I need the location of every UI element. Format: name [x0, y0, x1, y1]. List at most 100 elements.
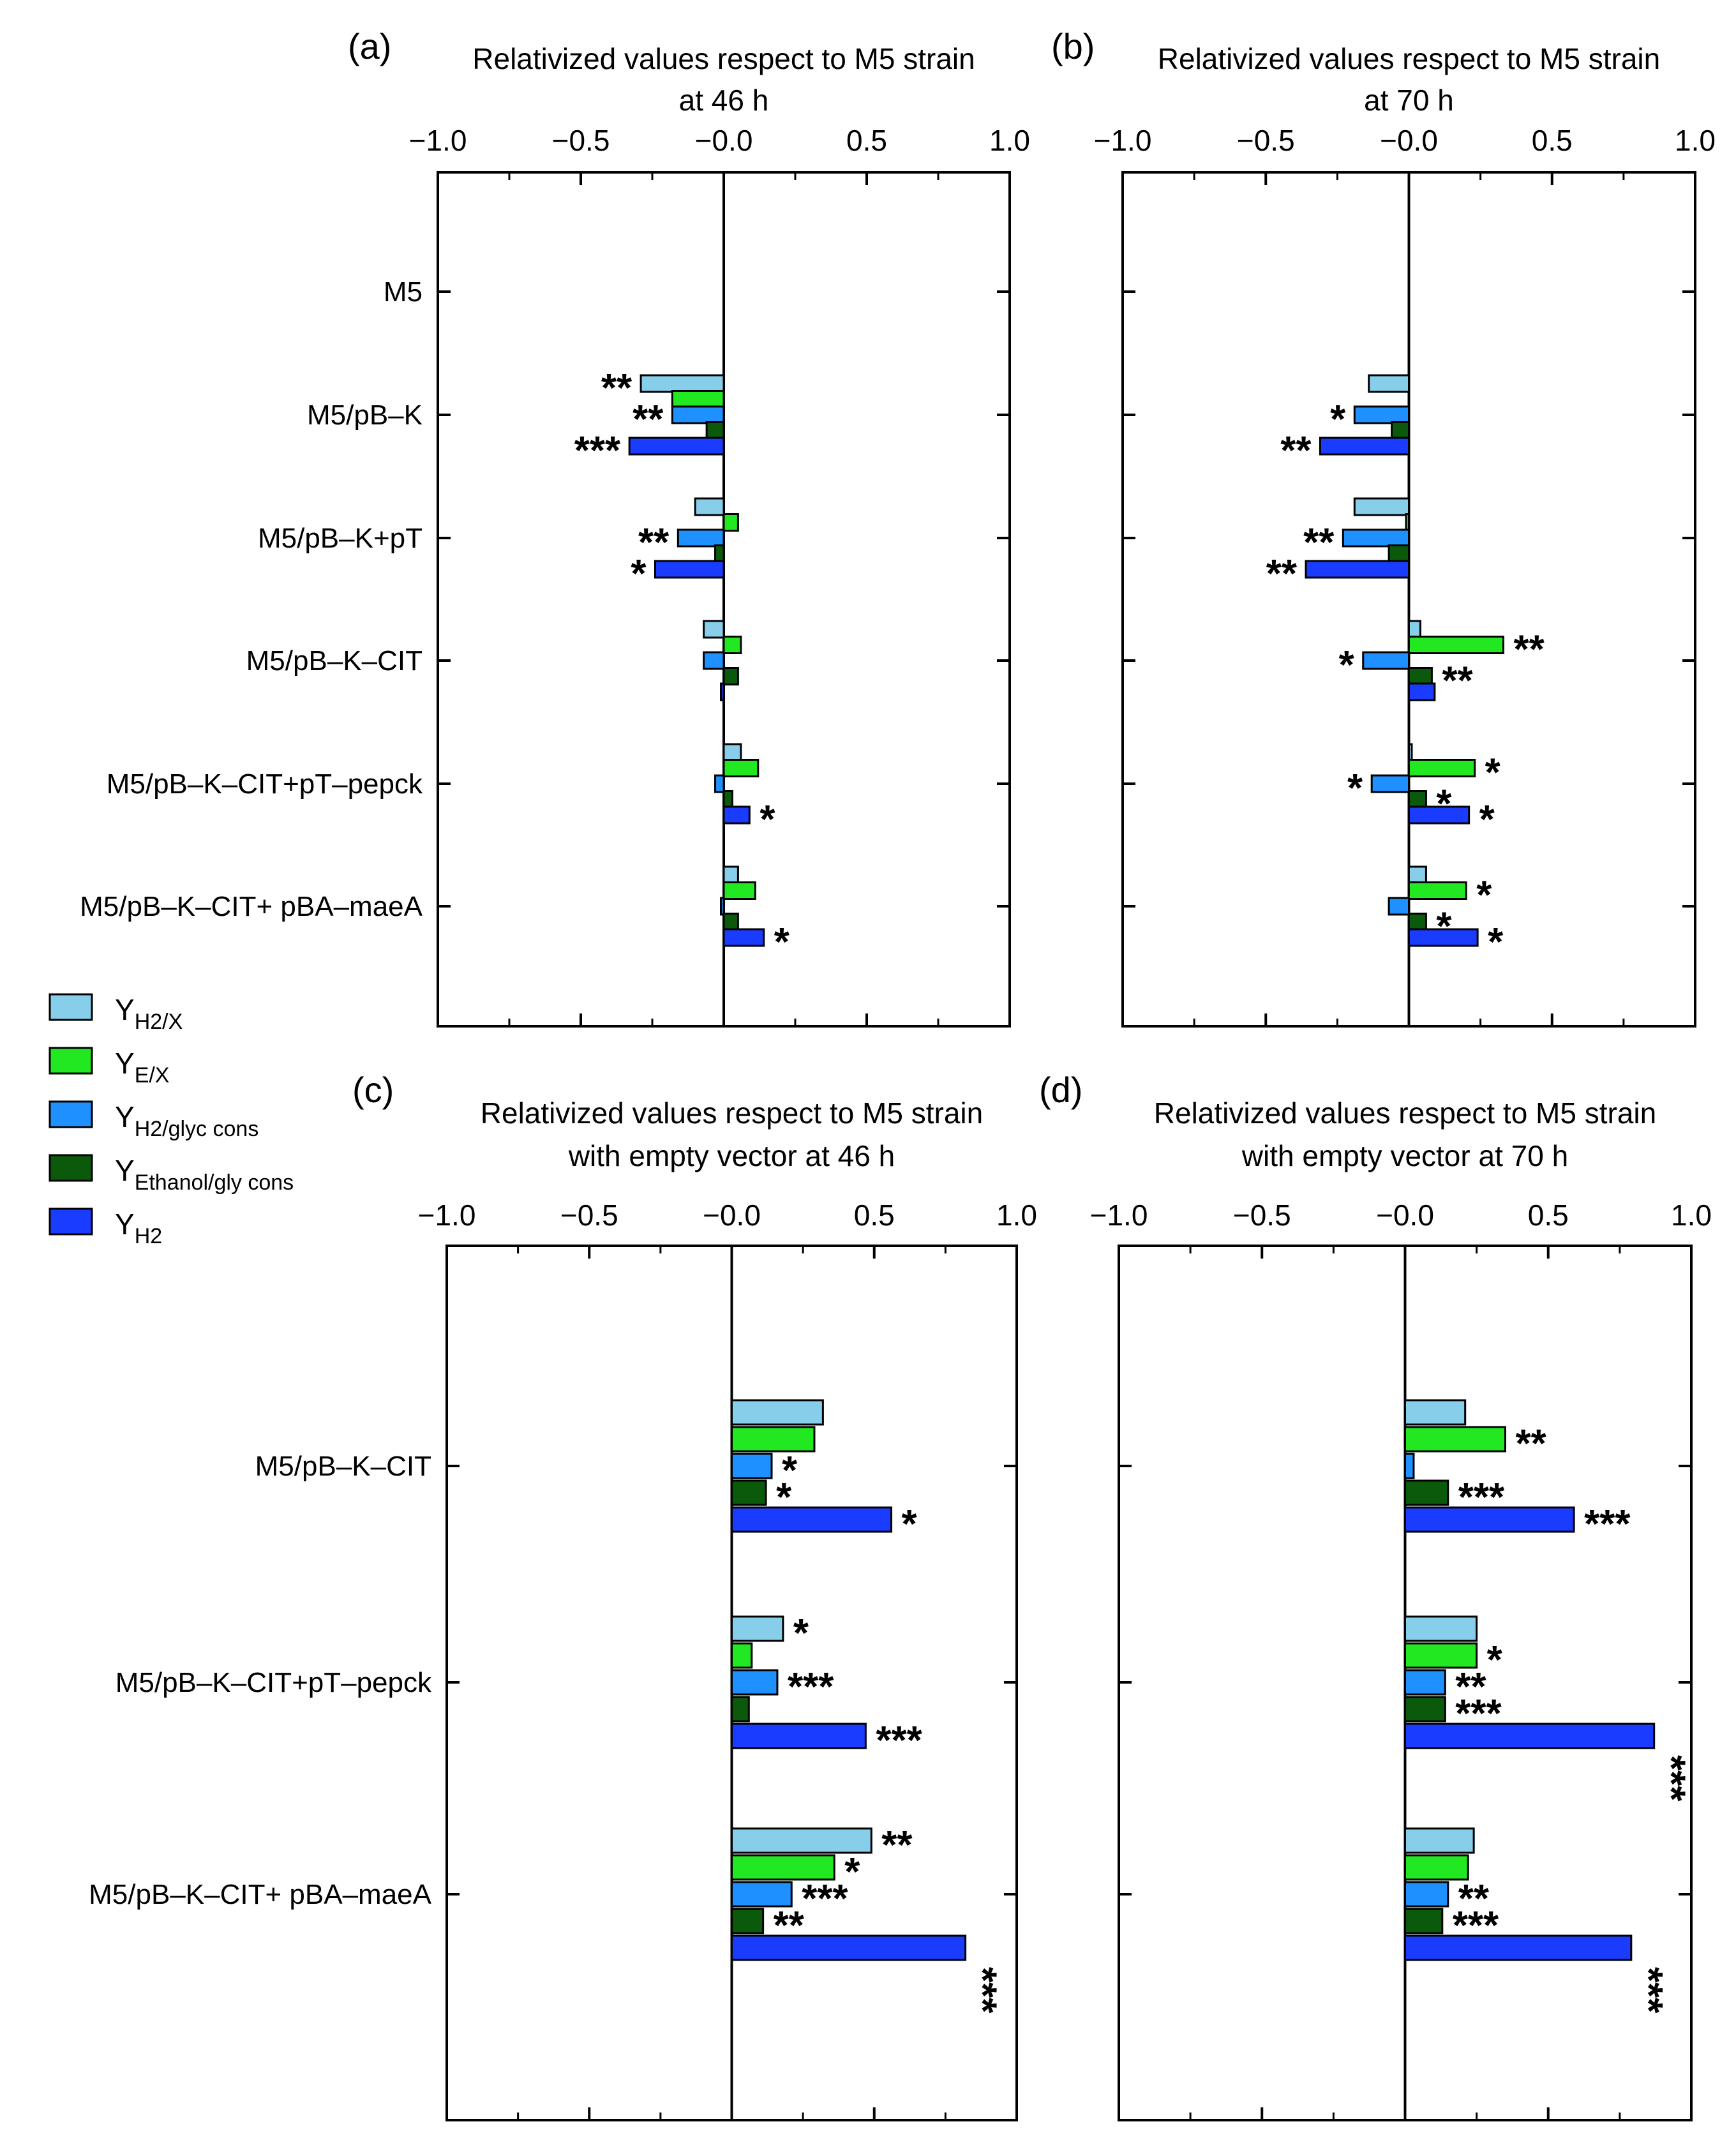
bar-y_h2_glyc: [1404, 1669, 1446, 1696]
chart-title-line: Relativized values respect to M5 strain: [472, 42, 975, 75]
significance-mark: ***: [876, 1719, 922, 1763]
category-label: M5/pB–K–CIT: [255, 1451, 431, 1482]
legend-subscript: H2/X: [135, 1010, 183, 1034]
x-tick-label: 0.5: [1528, 1199, 1569, 1232]
bar-y_h2: [1319, 437, 1410, 456]
bar-y_h2: [1404, 1506, 1575, 1533]
bar-y_h2: [1408, 682, 1436, 701]
bar-y_eth_gly: [1408, 667, 1433, 685]
legend-label: YH2: [115, 1208, 162, 1248]
bar-y_h2_glyc: [1404, 1453, 1415, 1479]
chart-title-line: at 46 h: [679, 84, 769, 117]
x-tick-label: −0.5: [1233, 1199, 1291, 1232]
bar-y_eth_gly: [1408, 913, 1427, 931]
bar-y_e_x: [722, 636, 742, 654]
category-label: M5: [384, 276, 423, 308]
bar-y_h2: [1305, 560, 1410, 579]
legend-main: Y: [115, 1047, 135, 1080]
significance-mark: ***: [1584, 1502, 1631, 1546]
significance-mark: ***: [788, 1665, 834, 1709]
bar-y_h2_x: [1408, 620, 1421, 639]
x-tick-label: −0.5: [1237, 124, 1295, 157]
bar-y_h2_glyc: [677, 528, 725, 548]
bar-y_h2: [731, 1506, 893, 1533]
bar-y_h2: [1408, 805, 1470, 825]
bar-y_e_x: [1404, 1854, 1469, 1881]
legend-swatch-y_h2_glyc: [49, 1100, 93, 1128]
significance-mark: *: [1487, 1638, 1503, 1682]
bar-y_h2_x: [1408, 865, 1427, 885]
significance-mark: **: [1455, 1665, 1486, 1709]
significance-mark: **: [1266, 552, 1298, 596]
significance-mark: **: [1280, 429, 1312, 473]
bar-y_eth_gly: [1404, 1908, 1444, 1934]
bar-y_h2_x: [731, 1615, 784, 1642]
bar-y_h2_x: [722, 865, 739, 885]
legend-swatch-y_eth_gly: [49, 1154, 93, 1182]
x-tick-label: 1.0: [1675, 124, 1716, 157]
legend-subscript: E/X: [135, 1063, 170, 1088]
chart-panel-d: (d) Relativized values respect to M5 stra…: [1039, 1070, 1712, 2121]
x-tick-label: 0.5: [854, 1199, 895, 1232]
bar-y_eth_gly: [722, 667, 739, 685]
chart-title-line: at 70 h: [1364, 84, 1454, 117]
bar-y_h2_glyc: [703, 651, 725, 670]
chart-panel-c: (c) Relativized values respect to M5 stra…: [89, 1070, 1037, 2121]
significance-mark: ***: [961, 1967, 1005, 2014]
x-tick-label: 1.0: [1671, 1199, 1712, 1232]
panel-label: (d): [1039, 1070, 1082, 1110]
significance-mark: *: [793, 1611, 809, 1656]
x-tick-label: −0.0: [1380, 124, 1438, 157]
bar-y_h2: [628, 437, 725, 456]
bar-y_h2_glyc: [731, 1881, 793, 1908]
x-tick-label: −0.0: [1376, 1199, 1434, 1232]
x-tick-label: 0.5: [846, 124, 887, 157]
x-tick-label: −0.5: [552, 124, 610, 157]
bar-y_e_x: [722, 513, 739, 532]
chart-title-line: Relativized values respect to M5 strain: [481, 1096, 983, 1130]
bar-y_e_x: [722, 759, 760, 777]
bar-y_e_x: [1404, 1642, 1478, 1669]
significance-mark: **: [1303, 521, 1335, 565]
bar-y_eth_gly: [705, 421, 725, 440]
significance-mark: ***: [1626, 1967, 1670, 2014]
bar-y_h2_glyc: [1370, 774, 1410, 793]
significance-mark: *: [844, 1850, 860, 1894]
significance-mark: ***: [802, 1877, 848, 1921]
significance-mark: **: [1515, 1422, 1546, 1466]
chart-title-line: with empty vector at 70 h: [1241, 1139, 1568, 1172]
bar-y_h2: [1404, 1934, 1633, 1961]
bar-y_e_x: [1408, 759, 1476, 777]
category-label: M5/pB–K+pT: [258, 523, 423, 554]
legend-main: Y: [115, 1100, 135, 1133]
significance-mark: ***: [1649, 1755, 1693, 1802]
x-tick-label: −0.0: [703, 1199, 761, 1232]
significance-mark: *: [631, 552, 647, 596]
bar-y_h2_x: [640, 374, 725, 393]
bar-y_h2: [654, 560, 725, 579]
bar-y_e_x: [1408, 636, 1505, 654]
bar-y_e_x: [722, 881, 756, 900]
panel-label: (b): [1051, 26, 1095, 66]
bar-y_eth_gly: [722, 913, 739, 931]
bar-y_e_x: [671, 390, 725, 408]
bar-y_h2_glyc: [671, 405, 725, 424]
legend-label: YEthanol/gly cons: [115, 1154, 294, 1195]
bar-y_h2_x: [1404, 1827, 1475, 1854]
significance-mark: *: [760, 798, 775, 842]
bar-y_h2_x: [1404, 1399, 1467, 1426]
bar-y_eth_gly: [714, 544, 725, 563]
significance-mark: **: [1442, 659, 1473, 703]
legend-subscript: H2/glyc cons: [135, 1117, 259, 1141]
bar-y_h2: [731, 1723, 867, 1749]
bar-y_eth_gly: [731, 1908, 765, 1934]
chart-panel-b: (b) Relativized values respect to M5 stra…: [1051, 26, 1716, 1028]
x-tick-label: 1.0: [989, 124, 1030, 157]
bar-y_eth_gly: [1404, 1696, 1446, 1723]
panel-label: (a): [348, 26, 391, 66]
legend-swatch-y_h2_x: [49, 993, 93, 1021]
legend-subscript: Ethanol/gly cons: [135, 1170, 294, 1195]
x-tick-label: 1.0: [996, 1199, 1037, 1232]
bar-y_e_x: [1404, 1426, 1506, 1453]
significance-mark: *: [1339, 643, 1355, 687]
